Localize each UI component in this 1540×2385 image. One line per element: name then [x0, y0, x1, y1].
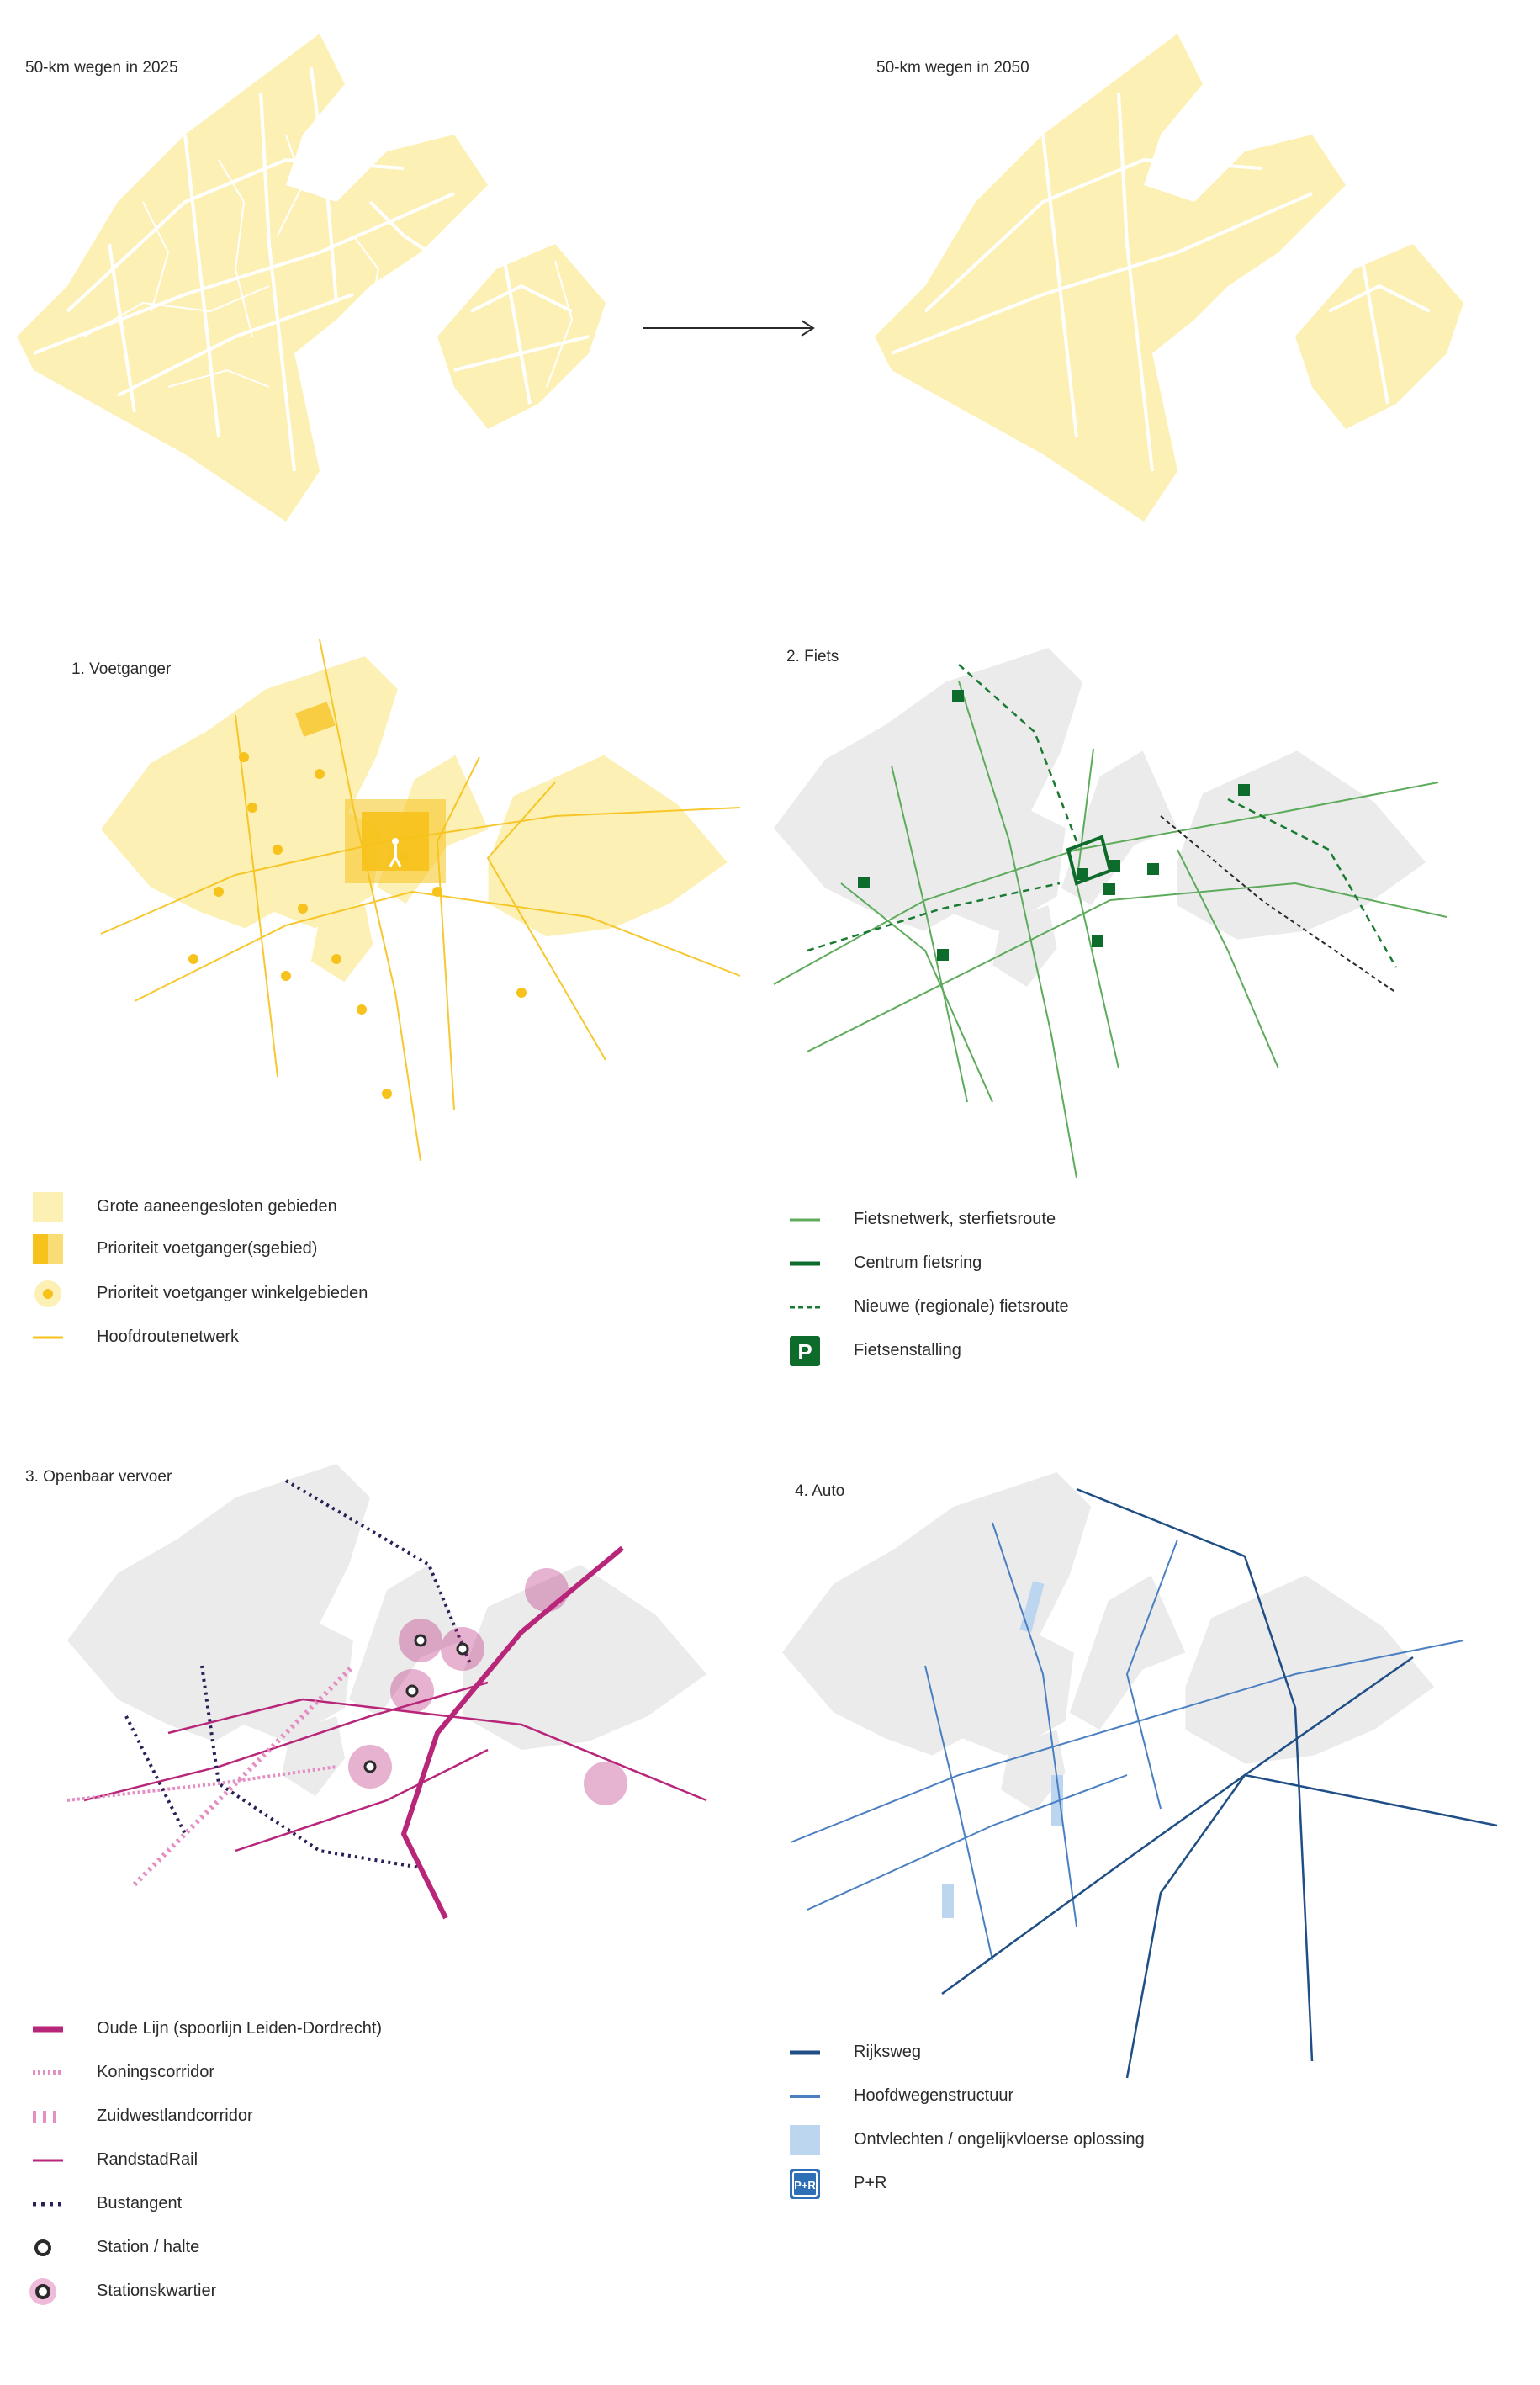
transition-arrow	[643, 320, 815, 337]
map-ov	[66, 1464, 707, 1920]
yellow-line-icon	[33, 1336, 63, 1339]
map-auto	[782, 1472, 1498, 2079]
title-voetganger: 1. Voetganger	[71, 660, 172, 678]
dark-green-line-icon	[790, 1261, 820, 1266]
pink-dotted-line-icon	[33, 2070, 63, 2075]
map-fiets	[773, 648, 1447, 1179]
station-ring-icon	[34, 2239, 51, 2256]
svg-text:P+R: P+R	[794, 2179, 816, 2192]
green-dashed-line-icon	[790, 1306, 820, 1309]
pedestrian-icon	[389, 838, 402, 867]
map-50km-2050	[875, 34, 1463, 522]
thick-magenta-line-icon	[33, 2026, 63, 2033]
park-and-ride-icon: P+R	[790, 2169, 820, 2199]
light-blue-area-icon	[790, 2125, 820, 2155]
navy-dotted-line-icon	[33, 2202, 63, 2207]
heart-circle-icon	[34, 1280, 61, 1307]
title-auto: 4. Auto	[795, 1482, 845, 1500]
map-50km-2025	[17, 34, 606, 522]
yellow-area-icon	[33, 1192, 63, 1222]
label-2050: 50-km wegen in 2050	[876, 59, 1029, 77]
dark-blue-line-icon	[790, 2050, 820, 2055]
light-green-line-icon	[790, 1218, 820, 1222]
title-ov: 3. Openbaar vervoer	[25, 1468, 172, 1486]
svg-text:P: P	[797, 1339, 812, 1365]
magenta-line-icon	[33, 2159, 63, 2162]
label-2025: 50-km wegen in 2025	[25, 59, 178, 77]
pink-bars-icon	[33, 2111, 63, 2123]
yellow-priority-block-icon	[33, 1234, 63, 1264]
map-voetganger	[100, 639, 741, 1161]
title-fiets: 2. Fiets	[786, 648, 839, 665]
parking-p-icon: P	[790, 1336, 820, 1366]
station-district-icon	[29, 2278, 56, 2305]
blue-line-icon	[790, 2095, 820, 2098]
